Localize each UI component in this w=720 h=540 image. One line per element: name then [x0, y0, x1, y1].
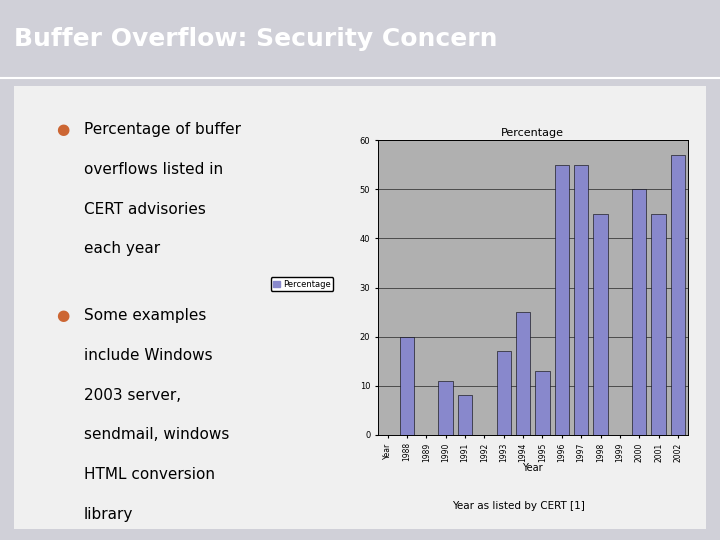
Text: Buffer Overflow: Security Concern: Buffer Overflow: Security Concern — [14, 27, 498, 51]
Text: sendmail, windows: sendmail, windows — [84, 427, 229, 442]
Bar — [574, 165, 588, 435]
Bar — [497, 352, 511, 435]
Text: HTML conversion: HTML conversion — [84, 467, 215, 482]
Title: Percentage: Percentage — [501, 128, 564, 138]
Bar — [554, 165, 569, 435]
Text: CERT advisories: CERT advisories — [84, 201, 205, 217]
Text: Year as listed by CERT [1]: Year as listed by CERT [1] — [453, 502, 585, 511]
Bar — [516, 312, 531, 435]
Text: include Windows: include Windows — [84, 348, 212, 363]
Bar — [593, 214, 608, 435]
Text: Percentage of buffer: Percentage of buffer — [84, 122, 240, 137]
Text: overflows listed in: overflows listed in — [84, 161, 222, 177]
X-axis label: Year: Year — [523, 463, 543, 473]
Text: ●: ● — [56, 308, 69, 323]
Text: 2003 server,: 2003 server, — [84, 388, 181, 402]
Text: Some examples: Some examples — [84, 308, 206, 323]
Bar — [400, 336, 414, 435]
Bar — [652, 214, 666, 435]
Bar — [670, 155, 685, 435]
Bar — [632, 190, 647, 435]
Text: ●: ● — [56, 122, 69, 137]
Text: library: library — [84, 507, 133, 522]
Bar — [535, 371, 550, 435]
Text: each year: each year — [84, 241, 160, 256]
FancyBboxPatch shape — [4, 80, 716, 536]
Bar — [458, 395, 472, 435]
Legend: Percentage: Percentage — [271, 277, 333, 291]
Bar — [438, 381, 453, 435]
